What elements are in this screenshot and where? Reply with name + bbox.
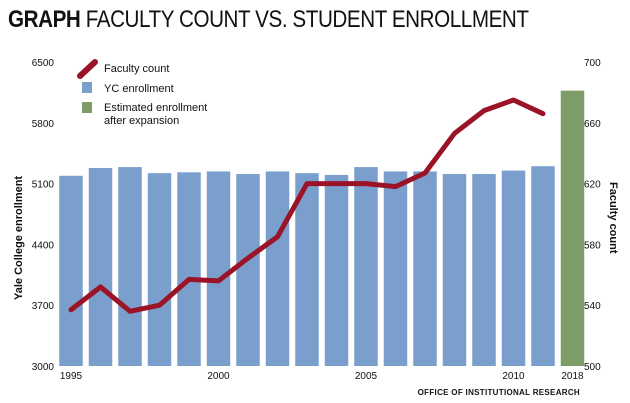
chart-title: GRAPH FACULTY COUNT VS. STUDENT ENROLLME… (8, 6, 529, 34)
enrollment-bar (88, 167, 113, 366)
enrollment-bar (118, 167, 142, 366)
enrollment-bar (147, 173, 172, 366)
bars-layer (59, 90, 585, 367)
enrollment-bar (265, 171, 290, 366)
estimated-enrollment-bar (560, 90, 585, 367)
y-axis-right-label: Faculty count (607, 182, 619, 254)
x-tick-label: 2005 (355, 371, 378, 382)
enrollment-bar (295, 173, 319, 366)
y-axis-left-label: Yale College enrollment (13, 176, 25, 300)
enrollment-bar (413, 171, 437, 366)
enrollment-bar (236, 174, 260, 366)
enrollment-bar (59, 175, 83, 366)
y-left-tick-label: 5800 (32, 119, 55, 130)
y-right-tick-label: 700 (584, 58, 601, 69)
y-right-tick-label: 580 (584, 240, 601, 251)
enrollment-bar (442, 174, 467, 366)
source-note: OFFICE OF INSTITUTIONAL RESEARCH (417, 388, 580, 397)
enrollment-bar (383, 171, 408, 366)
y-right-tick-label: 540 (584, 301, 601, 312)
y-right-tick-label: 660 (584, 119, 601, 130)
y-left-tick-label: 4400 (32, 240, 55, 251)
enrollment-bar (501, 170, 526, 366)
enrollment-bar (206, 171, 231, 366)
y-right-tick-label: 500 (584, 362, 601, 373)
enrollment-bar (531, 166, 555, 366)
title-text: FACULTY COUNT VS. STUDENT ENROLLMENT (85, 6, 529, 33)
legend-enrollment-label: YC enrollment (104, 83, 174, 95)
x-tick-label: 1995 (60, 371, 83, 382)
faculty-line (68, 97, 546, 314)
enrollment-bar (177, 172, 201, 366)
ticks-layer: 3000 3700 4400 5100 5800 6500 500 540 580 620 660 7… (32, 58, 601, 382)
legend-faculty-swatch (77, 59, 98, 79)
legend-estimated-swatch (82, 102, 92, 113)
enrollment-bar (472, 174, 496, 366)
legend-enrollment-swatch (82, 82, 92, 93)
legend-estimated-label-1: Estimated enrollment (104, 102, 207, 114)
legend: Faculty count YC enrollment Estimated en… (77, 59, 207, 127)
enrollment-bar (354, 167, 378, 366)
legend-faculty-label: Faculty count (104, 63, 169, 75)
y-left-tick-label: 3000 (32, 362, 55, 373)
enrollment-bar (324, 174, 349, 366)
x-tick-label: 2000 (207, 371, 230, 382)
line-layer (68, 97, 546, 314)
y-right-tick-label: 620 (584, 180, 601, 191)
y-left-tick-label: 5100 (32, 180, 55, 191)
legend-estimated-label-2: after expansion (104, 115, 179, 127)
x-tick-label: 2010 (502, 371, 525, 382)
y-left-tick-label: 3700 (32, 301, 55, 312)
title-keyword: GRAPH (8, 6, 81, 33)
x-tick-label: 2018 (561, 371, 584, 382)
y-left-tick-label: 6500 (32, 58, 55, 69)
